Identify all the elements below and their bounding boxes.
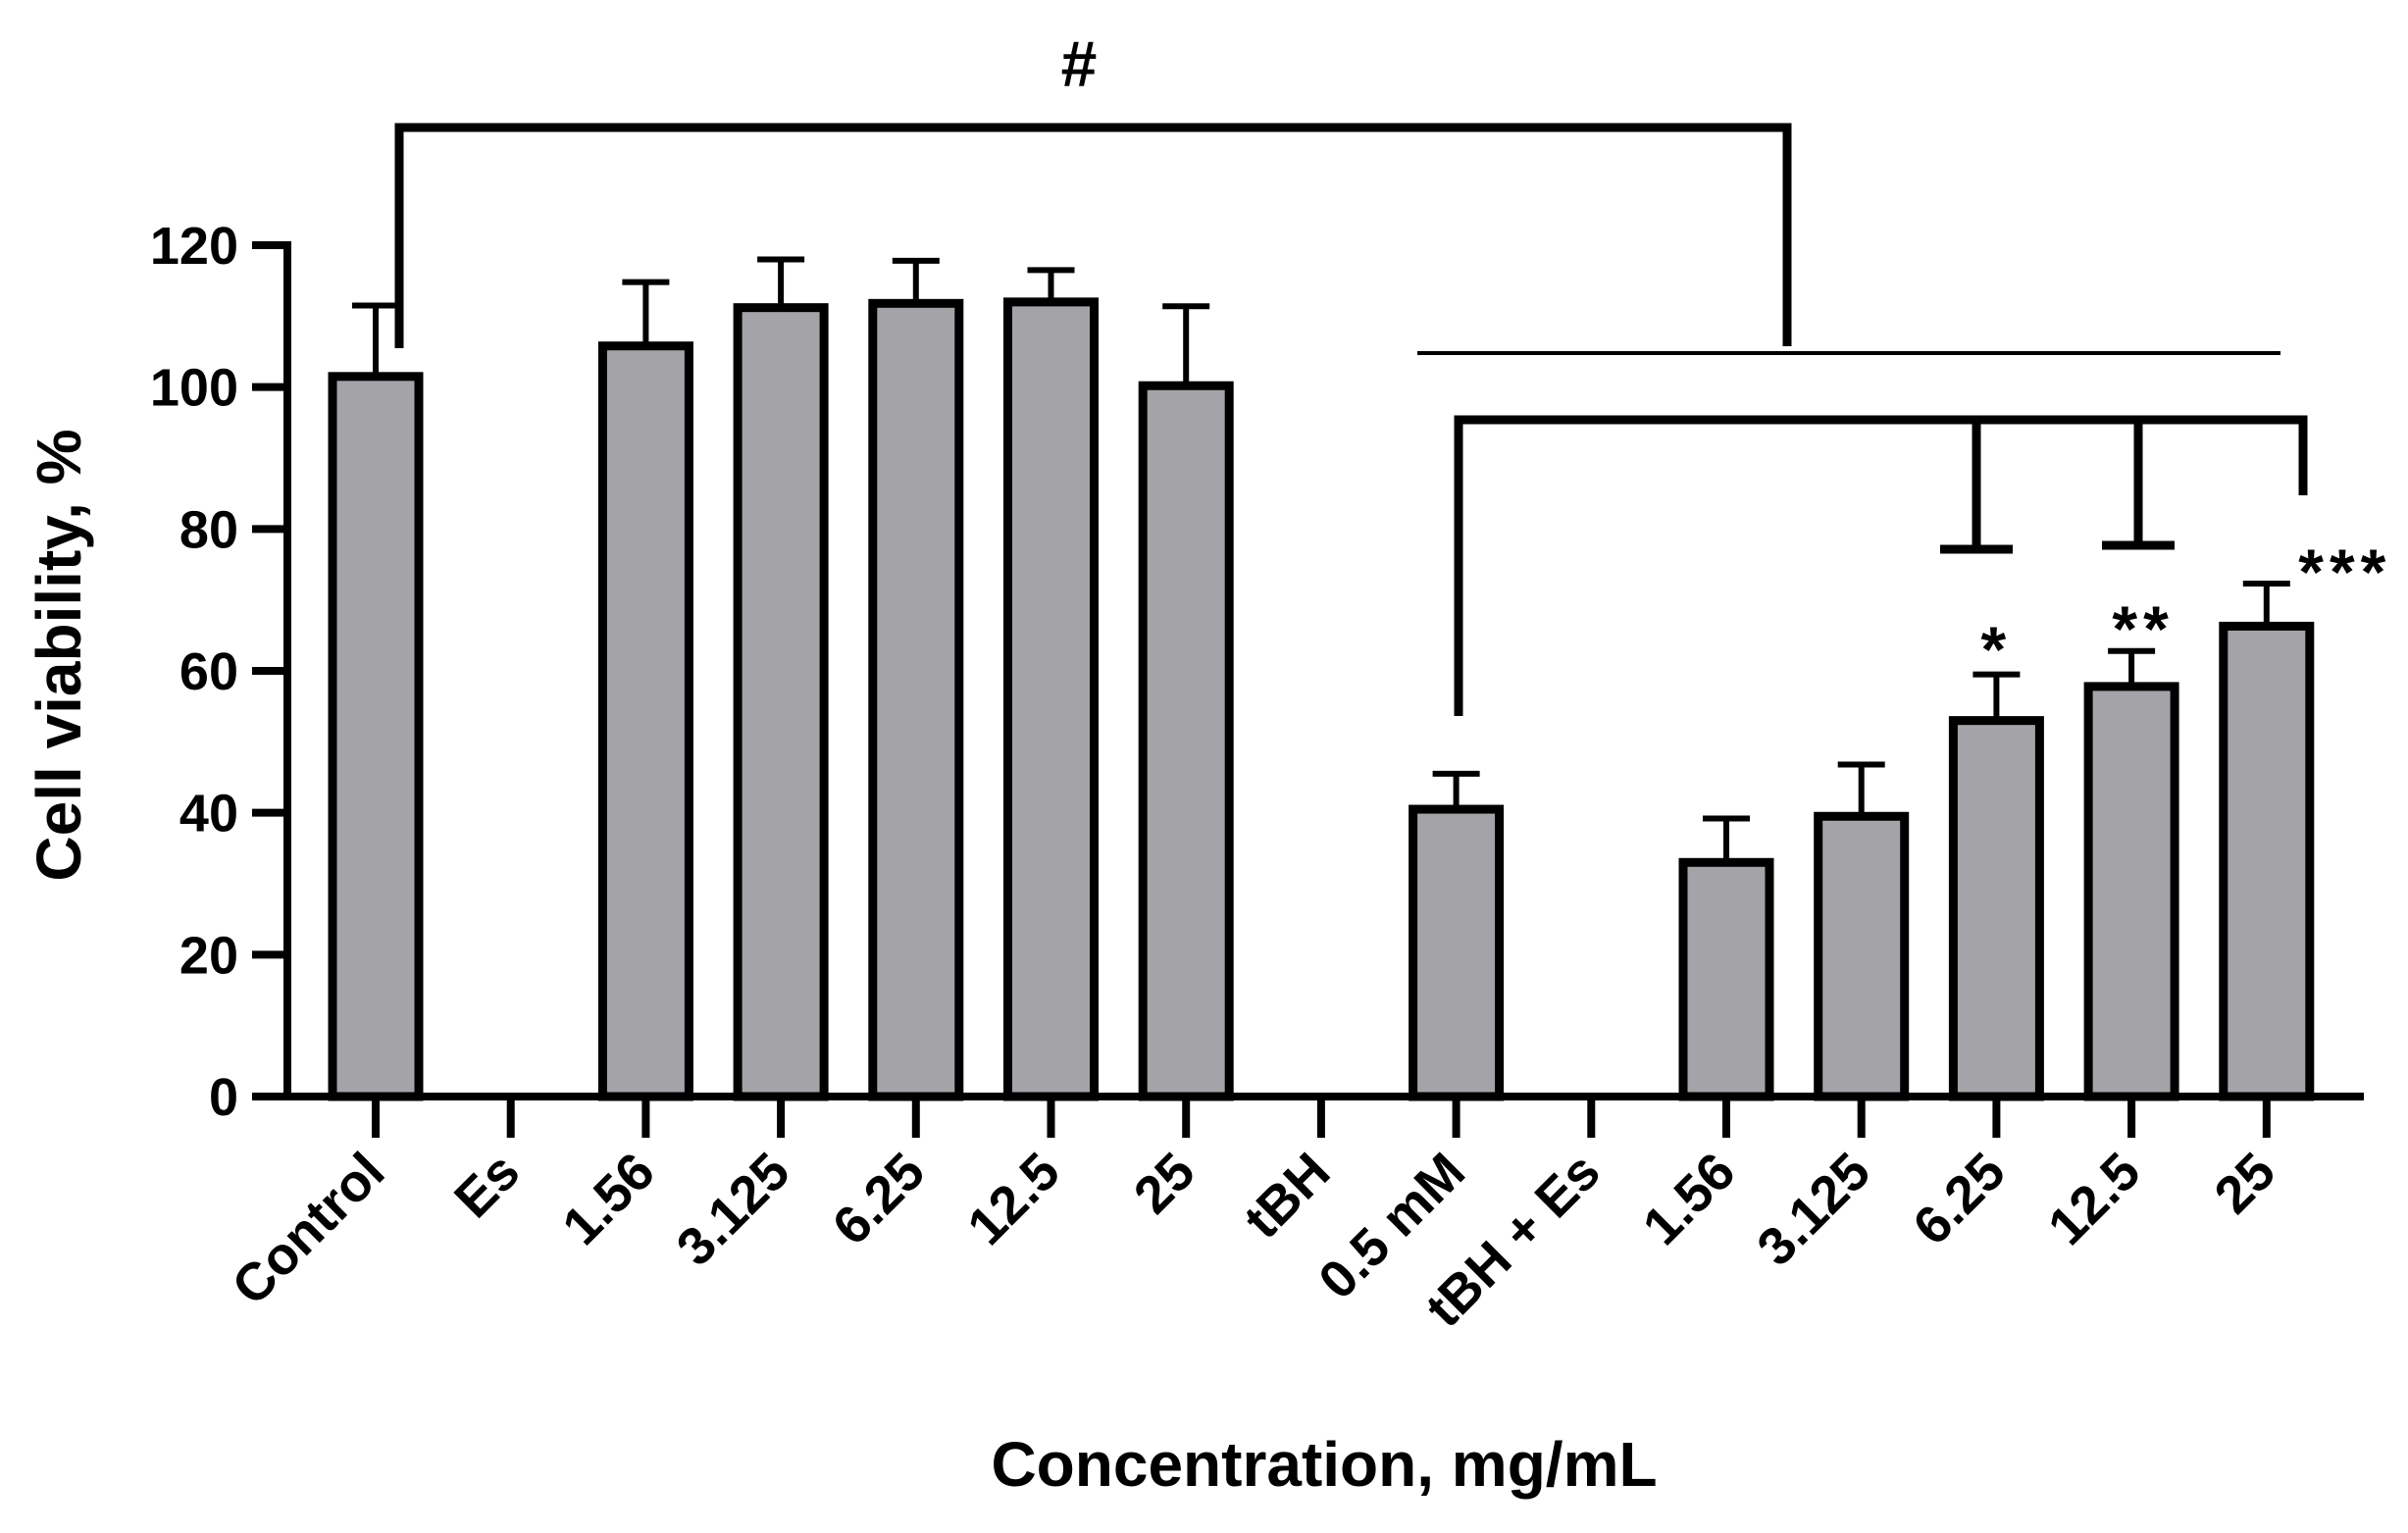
x-tick-label-1: Es	[443, 1142, 531, 1229]
bar-14	[2219, 621, 2315, 1101]
y-axis-title: Cell viability, %	[24, 429, 94, 881]
star-label-125: **	[2112, 592, 2174, 665]
y-tick-label-20: 20	[179, 926, 238, 985]
x-tick-label-7: tBH	[1233, 1142, 1341, 1250]
bar-0	[328, 372, 424, 1101]
x-tick-label-3: 3.125	[666, 1142, 801, 1277]
bar-12	[1948, 716, 2044, 1101]
bar-5	[1003, 297, 1099, 1101]
x-axis-title: Concentration, mg/mL	[991, 1429, 1657, 1500]
x-tick-label-4: 6.25	[822, 1142, 937, 1256]
x-tick-label-5: 12.5	[956, 1142, 1071, 1256]
y-tick-label-80: 80	[179, 500, 238, 559]
bar-13	[2083, 682, 2179, 1101]
bar-2	[597, 341, 693, 1101]
x-tick-label-14: 25	[2203, 1142, 2286, 1225]
star-label-625: *	[1981, 613, 2013, 686]
bar-11	[1814, 811, 1910, 1101]
y-tick-label-60: 60	[179, 642, 238, 701]
bar-8	[1409, 804, 1505, 1101]
bar-3	[733, 303, 829, 1101]
y-tick-label-100: 100	[150, 359, 238, 418]
x-tick-label-12: 6.25	[1902, 1142, 2017, 1256]
axis-labels: Concentration, mg/mL Cell viability, %	[24, 429, 1658, 1500]
y-tick-label-40: 40	[179, 785, 238, 843]
bars-layer	[328, 256, 2315, 1101]
x-tick-label-13: 12.5	[2037, 1142, 2152, 1256]
bar-10	[1678, 857, 1774, 1101]
y-tick-label-0: 0	[209, 1068, 238, 1127]
bar-6	[1138, 381, 1234, 1101]
x-tick-label-11: 3.125	[1746, 1142, 1881, 1277]
bar-4	[868, 298, 964, 1101]
bracket-hash	[394, 123, 1792, 348]
significance-annotations: #* *****	[394, 27, 2391, 716]
bracket-tbh	[1454, 415, 2308, 716]
x-tick-label-2: 1.56	[551, 1142, 666, 1256]
x-tick-label-6: 25	[1123, 1142, 1206, 1225]
y-tick-label-120: 120	[150, 217, 238, 276]
x-tick-label-0: Control	[221, 1142, 395, 1316]
star-label-25: ***	[2298, 536, 2391, 608]
hash-label: #	[1061, 27, 1098, 100]
x-tick-label-10: 1.56	[1632, 1142, 1747, 1256]
